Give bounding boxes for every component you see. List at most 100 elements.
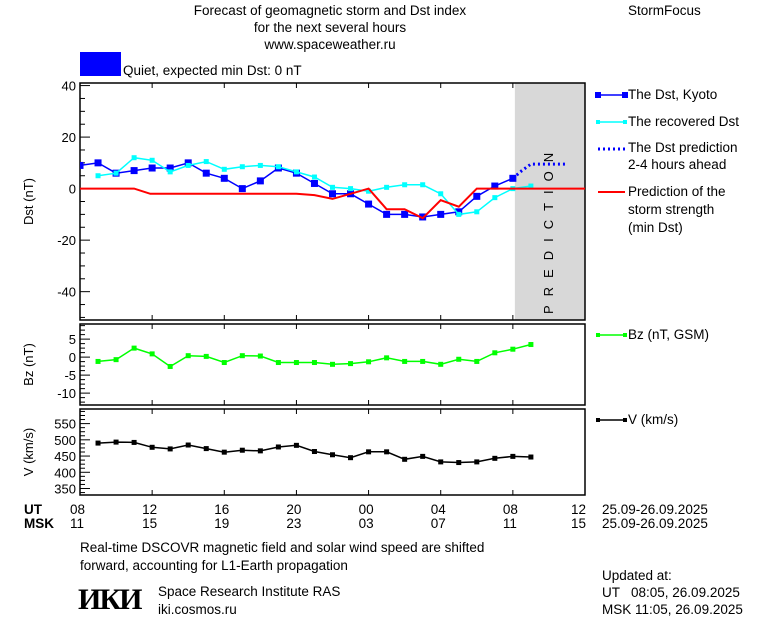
- data-point: [220, 174, 228, 182]
- data-point: [420, 453, 426, 459]
- legend-dst-kyoto-marker: [622, 92, 628, 98]
- data-point: [474, 358, 480, 364]
- msk-tick-label: 23: [286, 516, 302, 531]
- data-point: [130, 167, 138, 175]
- plot-frame: [79, 82, 586, 321]
- plot-frame: [79, 408, 586, 496]
- data-point: [167, 446, 173, 452]
- data-point: [348, 186, 354, 192]
- chart-title: Forecast of geomagnetic storm and Dst in…: [0, 2, 660, 53]
- data-point: [366, 359, 372, 365]
- series-group: [95, 439, 534, 466]
- legend-recovered-marker: [623, 120, 627, 124]
- legend-prediction-1: The Dst prediction: [628, 140, 738, 155]
- data-point: [185, 353, 191, 359]
- data-point: [149, 444, 155, 450]
- plot-frame: [79, 323, 586, 406]
- data-point: [148, 164, 156, 172]
- data-point: [366, 188, 372, 194]
- title-line-1: Forecast of geomagnetic storm and Dst in…: [193, 3, 467, 18]
- institute-site[interactable]: iki.cosmos.ru: [158, 602, 237, 617]
- data-point: [474, 459, 480, 465]
- data-point: [456, 460, 462, 466]
- data-point: [257, 162, 263, 168]
- y-tick-label: -40: [57, 285, 76, 300]
- y-tick-label: -10: [57, 386, 76, 401]
- legend-bz-marker: [623, 333, 627, 337]
- data-point: [492, 455, 498, 461]
- data-point: [167, 363, 173, 369]
- data-point: [95, 358, 101, 364]
- data-point: [437, 210, 445, 218]
- updated-msk: MSK 11:05, 26.09.2025: [602, 602, 743, 617]
- data-point: [131, 345, 137, 351]
- data-point: [95, 173, 101, 179]
- y-tick-label: 500: [54, 433, 76, 448]
- data-point: [131, 155, 137, 161]
- legend-dst-kyoto-marker: [595, 92, 601, 98]
- data-point: [239, 164, 245, 170]
- data-point: [383, 210, 391, 218]
- data-point: [420, 358, 426, 364]
- data-point: [113, 357, 119, 363]
- ut-date-range: 25.09-26.09.2025: [602, 502, 708, 517]
- data-point: [330, 452, 335, 458]
- msk-tick-label: 07: [430, 516, 446, 531]
- data-point: [474, 209, 480, 215]
- y-tick-label: 0: [69, 182, 76, 197]
- legend-dst-kyoto: The Dst, Kyoto: [628, 87, 718, 102]
- institute-name: Space Research Institute RAS: [158, 584, 341, 599]
- ut-tick-label: 04: [430, 502, 446, 517]
- data-point: [203, 353, 209, 359]
- legend-v: V (km/s): [628, 412, 679, 427]
- data-point: [239, 447, 245, 453]
- series-group: [80, 155, 585, 221]
- series-line-2: [511, 162, 567, 180]
- data-point: [275, 164, 281, 170]
- msk-tick-label: 11: [502, 516, 517, 531]
- msk-tick-label: 11: [70, 516, 85, 531]
- legend-recovered-marker: [596, 120, 600, 124]
- series-group: [95, 342, 534, 369]
- legend-recovered: The recovered Dst: [628, 114, 740, 129]
- data-point: [438, 191, 444, 197]
- data-point: [510, 346, 516, 352]
- data-point: [166, 164, 174, 172]
- ut-tick-label: 12: [571, 502, 587, 517]
- data-point: [401, 210, 409, 218]
- msk-tick-label: 15: [142, 516, 158, 531]
- y-tick-label: -5: [64, 368, 76, 383]
- data-point: [330, 361, 335, 367]
- data-point: [455, 208, 463, 216]
- data-point: [384, 449, 390, 455]
- y-axis-label: Dst (nT): [21, 178, 36, 225]
- data-point: [348, 361, 354, 367]
- data-point: [310, 179, 318, 187]
- data-point: [528, 183, 534, 189]
- prediction-zone-label: PREDICTION: [541, 144, 556, 314]
- data-point: [149, 351, 155, 357]
- data-point: [473, 192, 481, 200]
- updated-label: Updated at:: [602, 568, 672, 583]
- y-tick-label: 350: [54, 482, 76, 497]
- data-point: [275, 360, 281, 366]
- data-point: [184, 159, 192, 167]
- ut-tick-label: 20: [286, 502, 302, 517]
- status-text: Quiet, expected min Dst: 0 nT: [123, 63, 302, 78]
- y-tick-label: 5: [69, 332, 76, 347]
- data-point: [384, 184, 390, 190]
- data-point: [257, 353, 263, 359]
- msk-tick-label: 15: [571, 516, 587, 531]
- y-tick-label: 20: [62, 130, 76, 145]
- data-point: [293, 442, 299, 448]
- data-point: [113, 439, 119, 445]
- data-point: [149, 157, 155, 163]
- data-point: [95, 440, 101, 446]
- data-point: [384, 355, 390, 361]
- data-point: [402, 182, 408, 188]
- data-point: [185, 442, 191, 448]
- prediction-zone: [514, 83, 585, 320]
- ut-tick-label: 08: [70, 502, 86, 517]
